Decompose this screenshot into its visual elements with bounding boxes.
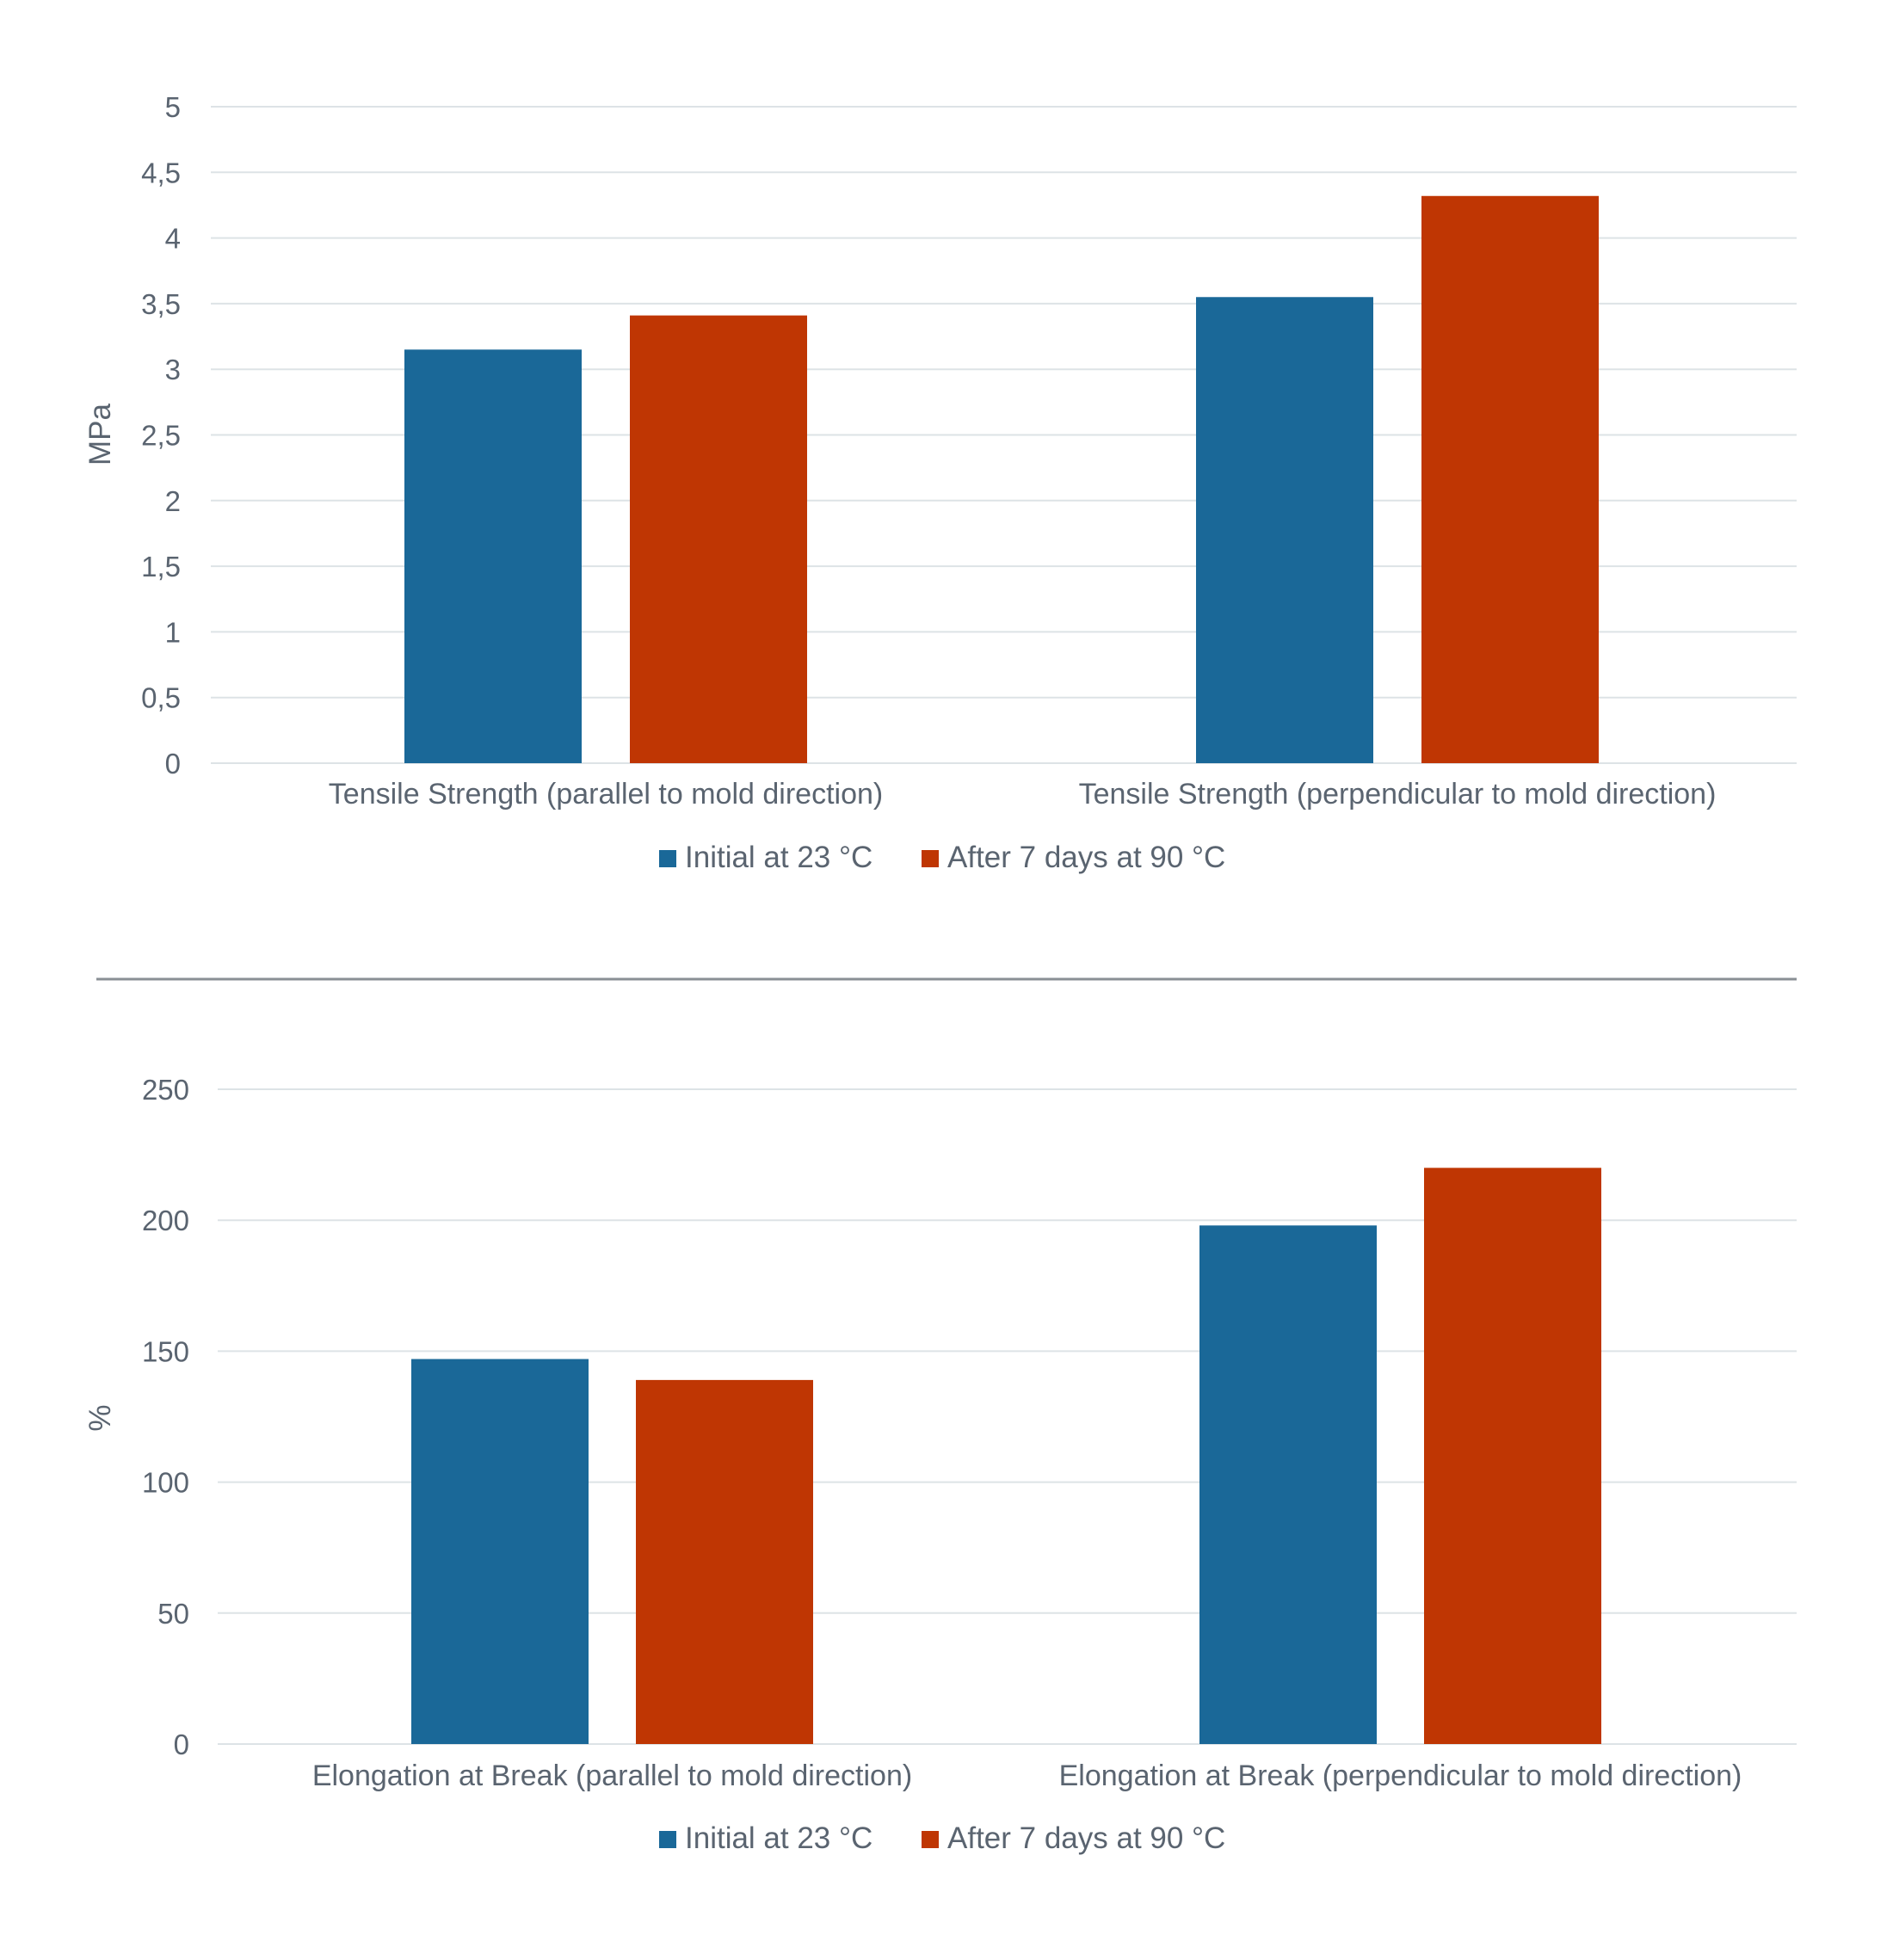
ts-legend-swatch-1 <box>922 850 939 867</box>
eb-y-tick-label-5: 250 <box>142 1074 189 1106</box>
ts-y-tick-label-6: 3 <box>165 354 181 385</box>
eb-y-tick-label-1: 50 <box>157 1598 189 1630</box>
ts-y-tick-label-2: 1 <box>165 616 181 648</box>
eb-y-tick-label-3: 150 <box>142 1335 189 1367</box>
ts-y-tick-label-5: 2,5 <box>141 420 181 452</box>
ts-legend-label-0: Initial at 23 °C <box>685 841 873 874</box>
elongation-at-break-chart: 0 50 100 150 200 250% Elongation at Break (par… <box>83 1074 1797 1855</box>
ts-bar-aged-1 <box>1421 195 1599 763</box>
ts-y-tick-label-8: 4 <box>165 223 181 255</box>
tensile-strength-chart: 0 0,5 1 1,5 2 2,5 3 3,5 4 4,5 5 MPa Tensile Strength… <box>83 91 1797 874</box>
ts-y-tick-label-10: 5 <box>165 91 181 123</box>
eb-bar-initial-1 <box>1199 1225 1377 1744</box>
ts-bar-initial-0 <box>404 349 582 763</box>
eb-category-label-1: Elongation at Break (perpendicular to mo… <box>1059 1760 1742 1792</box>
ts-y-axis-title: MPa <box>83 403 117 465</box>
eb-category-label-0: Elongation at Break (parallel to mold di… <box>312 1760 912 1792</box>
eb-y-tick-label-0: 0 <box>174 1729 189 1760</box>
eb-y-axis-title: % <box>83 1404 117 1431</box>
ts-legend-swatch-0 <box>659 850 676 867</box>
ts-y-tick-label-1: 0,5 <box>141 682 181 714</box>
eb-y-tick-label-2: 100 <box>142 1467 189 1499</box>
eb-legend-swatch-0 <box>659 1831 676 1848</box>
ts-y-tick-label-9: 4,5 <box>141 157 181 188</box>
ts-bar-aged-0 <box>630 315 807 763</box>
eb-bar-aged-1 <box>1424 1168 1601 1744</box>
eb-y-tick-label-4: 200 <box>142 1205 189 1236</box>
ts-y-tick-label-0: 0 <box>165 748 181 780</box>
ts-category-label-0: Tensile Strength (parallel to mold direc… <box>329 778 883 811</box>
ts-y-tick-label-4: 2 <box>165 485 181 517</box>
ts-legend-label-1: After 7 days at 90 °C <box>947 841 1225 874</box>
eb-legend-label-0: Initial at 23 °C <box>685 1821 873 1855</box>
ts-y-tick-label-7: 3,5 <box>141 288 181 320</box>
eb-legend-swatch-1 <box>922 1831 939 1848</box>
eb-bar-aged-0 <box>636 1379 813 1744</box>
eb-bar-initial-0 <box>411 1359 589 1744</box>
ts-bar-initial-1 <box>1196 297 1373 763</box>
ts-y-tick-label-3: 1,5 <box>141 551 181 582</box>
ts-category-label-1: Tensile Strength (perpendicular to mold … <box>1079 778 1717 811</box>
eb-legend-label-1: After 7 days at 90 °C <box>947 1821 1225 1855</box>
